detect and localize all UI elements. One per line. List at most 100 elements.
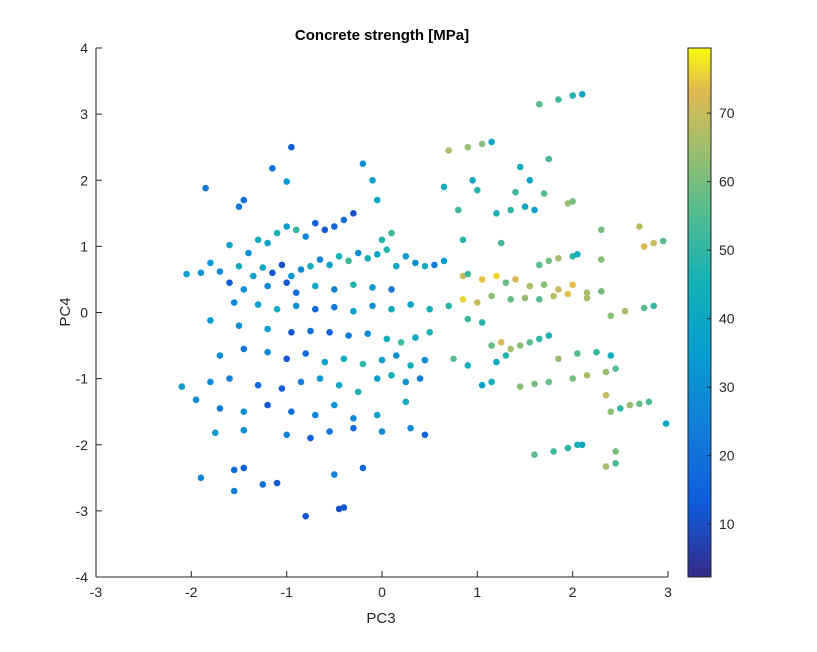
data-point bbox=[493, 358, 500, 366]
data-point bbox=[216, 405, 224, 412]
data-point bbox=[350, 210, 357, 217]
data-point bbox=[240, 408, 248, 416]
data-point bbox=[245, 249, 252, 257]
data-point bbox=[388, 286, 395, 293]
data-point bbox=[474, 299, 481, 306]
data-point bbox=[216, 268, 224, 275]
data-point bbox=[602, 463, 610, 470]
data-point bbox=[416, 375, 424, 382]
data-point bbox=[421, 356, 429, 364]
data-point bbox=[383, 335, 391, 343]
data-point bbox=[216, 352, 224, 359]
colorbar-tick-label: 70 bbox=[719, 105, 735, 121]
data-point bbox=[292, 289, 300, 297]
data-point bbox=[545, 378, 553, 386]
data-point bbox=[240, 464, 248, 472]
data-point bbox=[516, 342, 524, 349]
data-point bbox=[574, 251, 581, 258]
y-tick-label: 2 bbox=[80, 172, 88, 188]
data-point bbox=[335, 381, 343, 389]
data-point bbox=[488, 138, 495, 146]
data-point bbox=[569, 375, 576, 382]
data-point bbox=[226, 241, 233, 249]
data-point bbox=[598, 288, 605, 295]
data-point bbox=[388, 372, 395, 379]
data-point bbox=[550, 292, 557, 300]
data-point bbox=[397, 339, 405, 346]
data-point bbox=[331, 223, 338, 230]
data-point bbox=[240, 426, 248, 434]
data-point bbox=[254, 236, 262, 244]
data-point bbox=[350, 415, 357, 422]
data-point bbox=[250, 272, 257, 280]
data-point bbox=[288, 408, 295, 416]
data-point bbox=[464, 362, 472, 369]
data-point bbox=[488, 378, 495, 386]
data-point bbox=[378, 236, 386, 244]
data-point bbox=[626, 401, 634, 409]
data-point bbox=[574, 350, 581, 357]
y-tick-label: 3 bbox=[80, 106, 88, 122]
data-point bbox=[350, 424, 357, 432]
data-point bbox=[640, 304, 648, 312]
data-point bbox=[307, 434, 314, 442]
data-point bbox=[326, 261, 333, 269]
data-point bbox=[264, 325, 271, 333]
x-tick-label: 2 bbox=[569, 584, 577, 600]
data-point bbox=[583, 289, 591, 297]
data-point bbox=[521, 294, 529, 302]
data-point bbox=[497, 239, 505, 247]
data-point bbox=[393, 262, 400, 270]
data-point bbox=[207, 317, 214, 324]
data-point bbox=[421, 262, 429, 270]
data-point bbox=[402, 252, 410, 260]
data-point bbox=[312, 219, 319, 227]
data-point bbox=[264, 239, 271, 247]
data-points bbox=[178, 91, 670, 520]
data-point bbox=[273, 479, 281, 487]
data-point bbox=[226, 279, 233, 287]
colorbar-tick-label: 10 bbox=[719, 516, 735, 532]
data-point bbox=[583, 294, 591, 302]
data-point bbox=[211, 429, 219, 437]
data-point bbox=[507, 206, 514, 214]
y-axis-label: PC4 bbox=[57, 297, 74, 326]
data-point bbox=[393, 352, 400, 359]
data-point bbox=[478, 276, 486, 283]
data-point bbox=[340, 355, 348, 363]
data-point bbox=[407, 362, 414, 369]
data-point bbox=[607, 312, 615, 320]
data-point bbox=[536, 335, 543, 343]
data-point bbox=[421, 431, 429, 439]
data-point bbox=[316, 375, 324, 382]
colorbar-gradient bbox=[687, 47, 712, 578]
data-point bbox=[536, 100, 543, 108]
data-point bbox=[259, 264, 267, 271]
data-point bbox=[583, 372, 591, 379]
data-point bbox=[574, 441, 581, 449]
data-point bbox=[283, 178, 291, 185]
data-point bbox=[230, 299, 238, 306]
colorbar-tick-label: 20 bbox=[719, 448, 735, 464]
data-point bbox=[650, 302, 657, 310]
data-point bbox=[526, 282, 534, 290]
data-point bbox=[426, 305, 434, 313]
data-point bbox=[531, 206, 538, 214]
data-point bbox=[388, 229, 395, 237]
data-point bbox=[178, 383, 186, 390]
data-point bbox=[354, 388, 362, 396]
data-point bbox=[578, 91, 586, 98]
data-point bbox=[512, 276, 519, 283]
data-point bbox=[235, 203, 243, 210]
y-tick-label: -2 bbox=[76, 437, 89, 453]
data-point bbox=[526, 177, 534, 184]
data-point bbox=[464, 270, 472, 278]
data-point bbox=[526, 339, 534, 346]
y-tick-label: -3 bbox=[76, 503, 89, 519]
data-point bbox=[297, 266, 305, 273]
data-point bbox=[235, 262, 243, 270]
data-point bbox=[278, 385, 286, 392]
data-point bbox=[602, 368, 610, 376]
data-point bbox=[197, 474, 205, 482]
data-point bbox=[445, 302, 453, 310]
